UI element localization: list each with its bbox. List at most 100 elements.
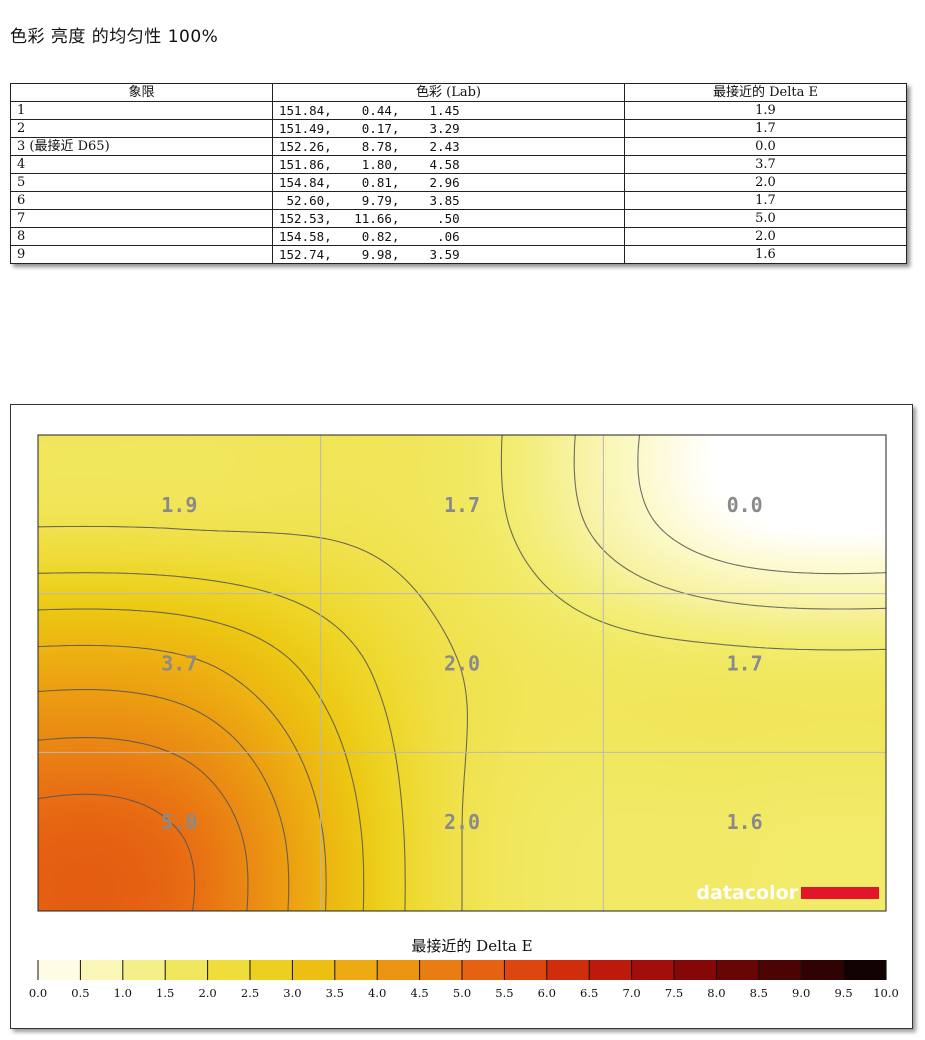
cell-lab: 151.86, 1.80, 4.58 (272, 155, 625, 174)
legend-swatch (801, 960, 845, 980)
cell-value-label: 1.7 (727, 652, 763, 676)
cell-lab: 152.53, 11.66, .50 (272, 209, 625, 228)
page-title: 色彩 亮度 的均匀性 100% (10, 27, 219, 47)
legend-tick-label: 8.5 (750, 986, 768, 1000)
header-lab: 色彩 (Lab) (272, 83, 625, 102)
cell-quadrant: 6 (10, 191, 273, 210)
cell-delta-e: 2.0 (624, 173, 907, 192)
cell-delta-e: 5.0 (624, 209, 907, 228)
cell-value-label: 5.0 (161, 810, 197, 834)
cell-delta-e: 2.0 (624, 227, 907, 246)
cell-value-label: 3.7 (161, 652, 197, 676)
cell-lab: 154.84, 0.81, 2.96 (272, 173, 625, 192)
cell-lab: 151.49, 0.17, 3.29 (272, 119, 625, 138)
table-row: 5 154.84, 0.81, 2.96 2.0 (10, 173, 907, 192)
contour-line (573, 434, 887, 610)
contour-lines (37, 434, 887, 912)
uniformity-table: 象限 色彩 (Lab) 最接近的 Delta E 1 151.84, 0.44, … (10, 83, 907, 264)
cell-quadrant: 2 (10, 119, 273, 138)
cell-delta-e: 1.9 (624, 101, 907, 120)
legend-tick-label: 9.5 (834, 986, 852, 1000)
legend-tick-label: 0.5 (71, 986, 89, 1000)
uniformity-heatmap: 1.9 1.7 0.0 3.7 2.0 1.7 5.0 2.0 1.6 datacolor 最接近的… (29, 434, 899, 1000)
legend-swatch (165, 960, 209, 980)
legend-swatch (758, 960, 802, 980)
cell-lab: 152.74, 9.98, 3.59 (272, 245, 625, 264)
contour-line (637, 434, 887, 575)
legend-swatch (419, 960, 463, 980)
cell-lab: 52.60, 9.79, 3.85 (272, 191, 625, 210)
datacolor-logo-bar (801, 887, 879, 899)
table-row: 8 154.58, 0.82, .06 2.0 (10, 227, 907, 246)
legend-tick-label: 5.5 (495, 986, 513, 1000)
cell-value-label: 2.0 (444, 810, 480, 834)
legend-tick-label: 2.0 (198, 986, 216, 1000)
cell-quadrant: 4 (10, 155, 273, 174)
contour-line (37, 644, 327, 912)
table-row: 6 52.60, 9.79, 3.85 1.7 (10, 191, 907, 210)
legend-tick-label: 1.5 (156, 986, 174, 1000)
datacolor-logo: datacolor (696, 882, 798, 904)
contour-line (37, 608, 365, 912)
legend-swatch (674, 960, 717, 980)
contour-line (38, 525, 468, 911)
cell-value-label: 2.0 (444, 652, 480, 676)
legend-swatch (122, 960, 166, 980)
table-row: 7 152.53, 11.66, .50 5.0 (10, 209, 907, 228)
legend-tick-label: 0.0 (29, 986, 47, 1000)
legend-tick-label: 4.0 (368, 986, 386, 1000)
cell-quadrant: 5 (10, 173, 273, 192)
cell-quadrant: 7 (10, 209, 273, 228)
contour-line (37, 793, 196, 912)
table-header-row: 象限 色彩 (Lab) 最接近的 Delta E (10, 83, 907, 102)
cell-lab: 151.84, 0.44, 1.45 (272, 101, 625, 120)
contour-line (500, 434, 886, 651)
legend-tick-label: 3.0 (283, 986, 301, 1000)
table-row: 2 151.49, 0.17, 3.29 1.7 (10, 119, 907, 138)
cell-delta-e: 1.7 (624, 119, 907, 138)
contour-line (37, 689, 290, 912)
legend-swatch (462, 960, 505, 980)
legend-swatch (589, 960, 633, 980)
cell-value-label: 0.0 (727, 493, 763, 517)
cell-quadrant: 1 (10, 101, 273, 120)
legend-swatch (504, 960, 548, 980)
table-row: 9 152.74, 9.98, 3.59 1.6 (10, 245, 907, 264)
plot-border (37, 434, 887, 912)
cell-delta-e: 3.7 (624, 155, 907, 174)
legend-title: 最接近的 Delta E (411, 937, 532, 955)
legend-swatch (292, 960, 336, 980)
cell-quadrant: 3 (最接近 D65) (10, 137, 273, 156)
legend-swatch (546, 960, 590, 980)
header-delta-e: 最接近的 Delta E (624, 83, 907, 102)
legend-swatch (80, 960, 124, 980)
cell-quadrant: 8 (10, 227, 273, 246)
cell-lab: 152.26, 8.78, 2.43 (272, 137, 625, 156)
legend-tick-label: 9.0 (792, 986, 810, 1000)
cell-value-label: 1.6 (727, 810, 763, 834)
legend-tick-label: 7.0 (622, 986, 640, 1000)
legend-swatch (716, 960, 760, 980)
legend-tick-label: 6.0 (538, 986, 556, 1000)
table-row: 3 (最接近 D65) 152.26, 8.78, 2.43 0.0 (10, 137, 907, 156)
legend-swatch (250, 960, 293, 980)
legend-tick-label: 1.0 (114, 986, 132, 1000)
contour-line (37, 572, 406, 911)
cell-delta-e: 1.6 (624, 245, 907, 264)
legend-tick-label: 5.0 (453, 986, 471, 1000)
legend-swatch (38, 960, 81, 980)
legend-tick-label: 10.0 (873, 986, 899, 1000)
table-row: 1 151.84, 0.44, 1.45 1.9 (10, 101, 907, 120)
table-row: 4 151.86, 1.80, 4.58 3.7 (10, 155, 907, 174)
legend-swatch (631, 960, 675, 980)
cell-value-label: 1.9 (161, 493, 197, 517)
legend-tick-label: 3.5 (326, 986, 344, 1000)
legend-swatch (334, 960, 378, 980)
cell-quadrant: 9 (10, 245, 273, 264)
header-quadrant: 象限 (10, 83, 273, 102)
contour-line (37, 737, 249, 912)
legend-tick-label: 6.5 (580, 986, 598, 1000)
cell-value-label: 1.7 (444, 493, 480, 517)
legend-tick-label: 4.5 (410, 986, 428, 1000)
legend-swatch (843, 960, 887, 980)
